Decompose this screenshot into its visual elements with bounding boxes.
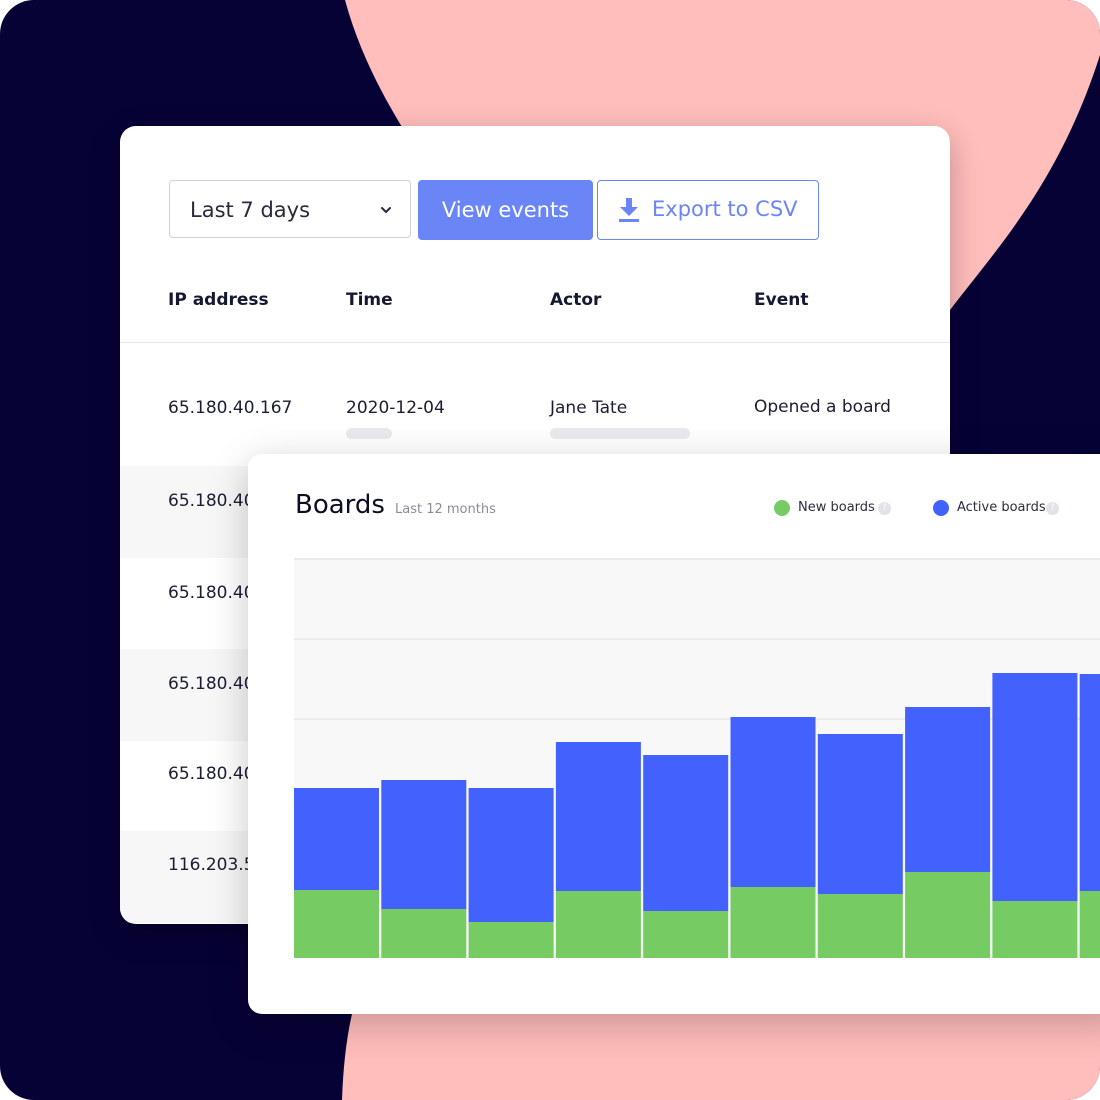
bar-active-boards[interactable] <box>381 780 467 909</box>
legend-label: Active boards <box>957 500 1046 515</box>
event-cell: Opened a board <box>754 397 891 417</box>
table-row[interactable]: 65.180.40 <box>120 558 950 650</box>
actor-cell: Jane Tate <box>550 398 628 418</box>
ip-cell: 65.180.40.167 <box>168 398 293 418</box>
bar-active-boards[interactable] <box>817 734 903 894</box>
boards-stacked-bar-chart <box>294 558 1100 958</box>
question-icon[interactable]: ? <box>878 502 891 515</box>
table-row[interactable]: 65.180.40 <box>120 740 950 832</box>
ip-cell: 116.203.5 <box>168 855 255 875</box>
ip-cell: 65.180.40 <box>168 491 255 511</box>
column-header-actor[interactable]: Actor <box>550 290 602 310</box>
bar-active-boards[interactable] <box>905 707 991 872</box>
bar-new-boards[interactable] <box>381 909 467 958</box>
bar-new-boards[interactable] <box>1079 891 1100 958</box>
column-header-event[interactable]: Event <box>754 290 809 310</box>
bar-new-boards[interactable] <box>905 872 991 958</box>
export-csv-button[interactable]: Export to CSV <box>597 180 819 240</box>
question-icon[interactable]: ? <box>1046 502 1059 515</box>
chart-subtitle: Last 12 months <box>395 502 496 517</box>
bar-new-boards[interactable] <box>992 901 1078 958</box>
skeleton-placeholder <box>550 428 690 439</box>
chevron-down-icon <box>381 207 391 213</box>
column-header-time[interactable]: Time <box>346 290 393 310</box>
bar-active-boards[interactable] <box>1079 674 1100 891</box>
legend-label: New boards <box>798 500 875 515</box>
bar-new-boards[interactable] <box>643 911 729 958</box>
time-cell: 2020-12-04 <box>346 398 445 418</box>
bar-new-boards[interactable] <box>730 887 816 958</box>
bar-active-boards[interactable] <box>555 742 641 891</box>
date-range-select[interactable]: Last 7 days <box>169 180 411 238</box>
ip-cell: 65.180.40 <box>168 583 255 603</box>
boards-chart-card: Boards Last 12 months New boards ? Activ… <box>248 454 1100 1014</box>
view-events-label: View events <box>441 198 570 222</box>
bar-new-boards[interactable] <box>468 922 554 958</box>
ip-cell: 65.180.40 <box>168 764 255 784</box>
table-row[interactable]: 65.180.40.167 2020-12-04 Jane Tate Opene… <box>120 343 950 439</box>
skeleton-placeholder <box>346 428 392 439</box>
bar-active-boards[interactable] <box>468 788 554 922</box>
column-header-ip[interactable]: IP address <box>168 290 269 310</box>
blue-dot-icon <box>933 500 949 516</box>
date-range-value: Last 7 days <box>190 198 311 222</box>
export-csv-label: Export to CSV <box>652 197 798 221</box>
ip-cell: 65.180.40 <box>168 674 255 694</box>
bar-new-boards[interactable] <box>294 890 379 958</box>
bar-active-boards[interactable] <box>992 673 1078 901</box>
chart-title: Boards <box>295 490 385 520</box>
bar-active-boards[interactable] <box>730 717 816 887</box>
bar-new-boards[interactable] <box>555 891 641 958</box>
bar-active-boards[interactable] <box>294 788 379 890</box>
bar-active-boards[interactable] <box>643 755 729 911</box>
bar-new-boards[interactable] <box>817 894 903 958</box>
download-icon <box>619 198 639 222</box>
view-events-button[interactable]: View events <box>418 180 593 240</box>
green-dot-icon <box>774 500 790 516</box>
header-divider <box>120 342 950 343</box>
